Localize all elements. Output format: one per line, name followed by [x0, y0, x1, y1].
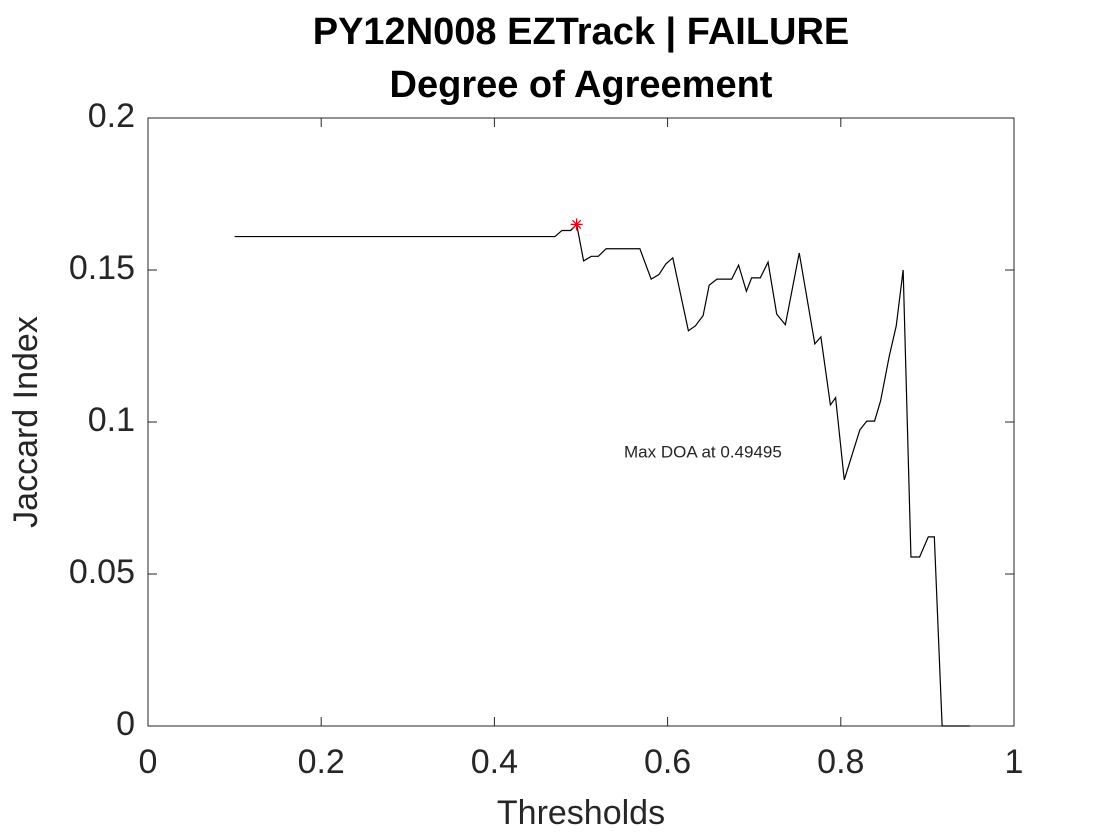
y-tick-label: 0	[116, 705, 135, 743]
y-tick-label: 0.2	[88, 97, 135, 135]
y-tick-label: 0.15	[69, 249, 135, 287]
y-tick-label: 0.1	[88, 401, 135, 439]
marker-stroke	[571, 219, 582, 230]
x-tick-label: 0.6	[644, 743, 691, 781]
x-tick-label: 1	[1005, 743, 1024, 781]
y-axis-label: Jaccard Index	[7, 316, 45, 528]
max-marker	[570, 218, 583, 231]
x-axis-label: Thresholds	[497, 794, 665, 832]
chart-title: PY12N008 EZTrack | FAILURE	[313, 11, 850, 53]
annotation: Max DOA at 0.49495	[624, 442, 782, 461]
x-tick-label: 0.8	[817, 743, 864, 781]
x-tick-label: 0.4	[471, 743, 518, 781]
x-tick-label: 0	[139, 743, 158, 781]
y-tick-label: 0.05	[69, 553, 135, 591]
x-tick-label: 0.2	[298, 743, 345, 781]
data-line	[234, 223, 970, 727]
chart-subtitle: Degree of Agreement	[390, 64, 773, 106]
